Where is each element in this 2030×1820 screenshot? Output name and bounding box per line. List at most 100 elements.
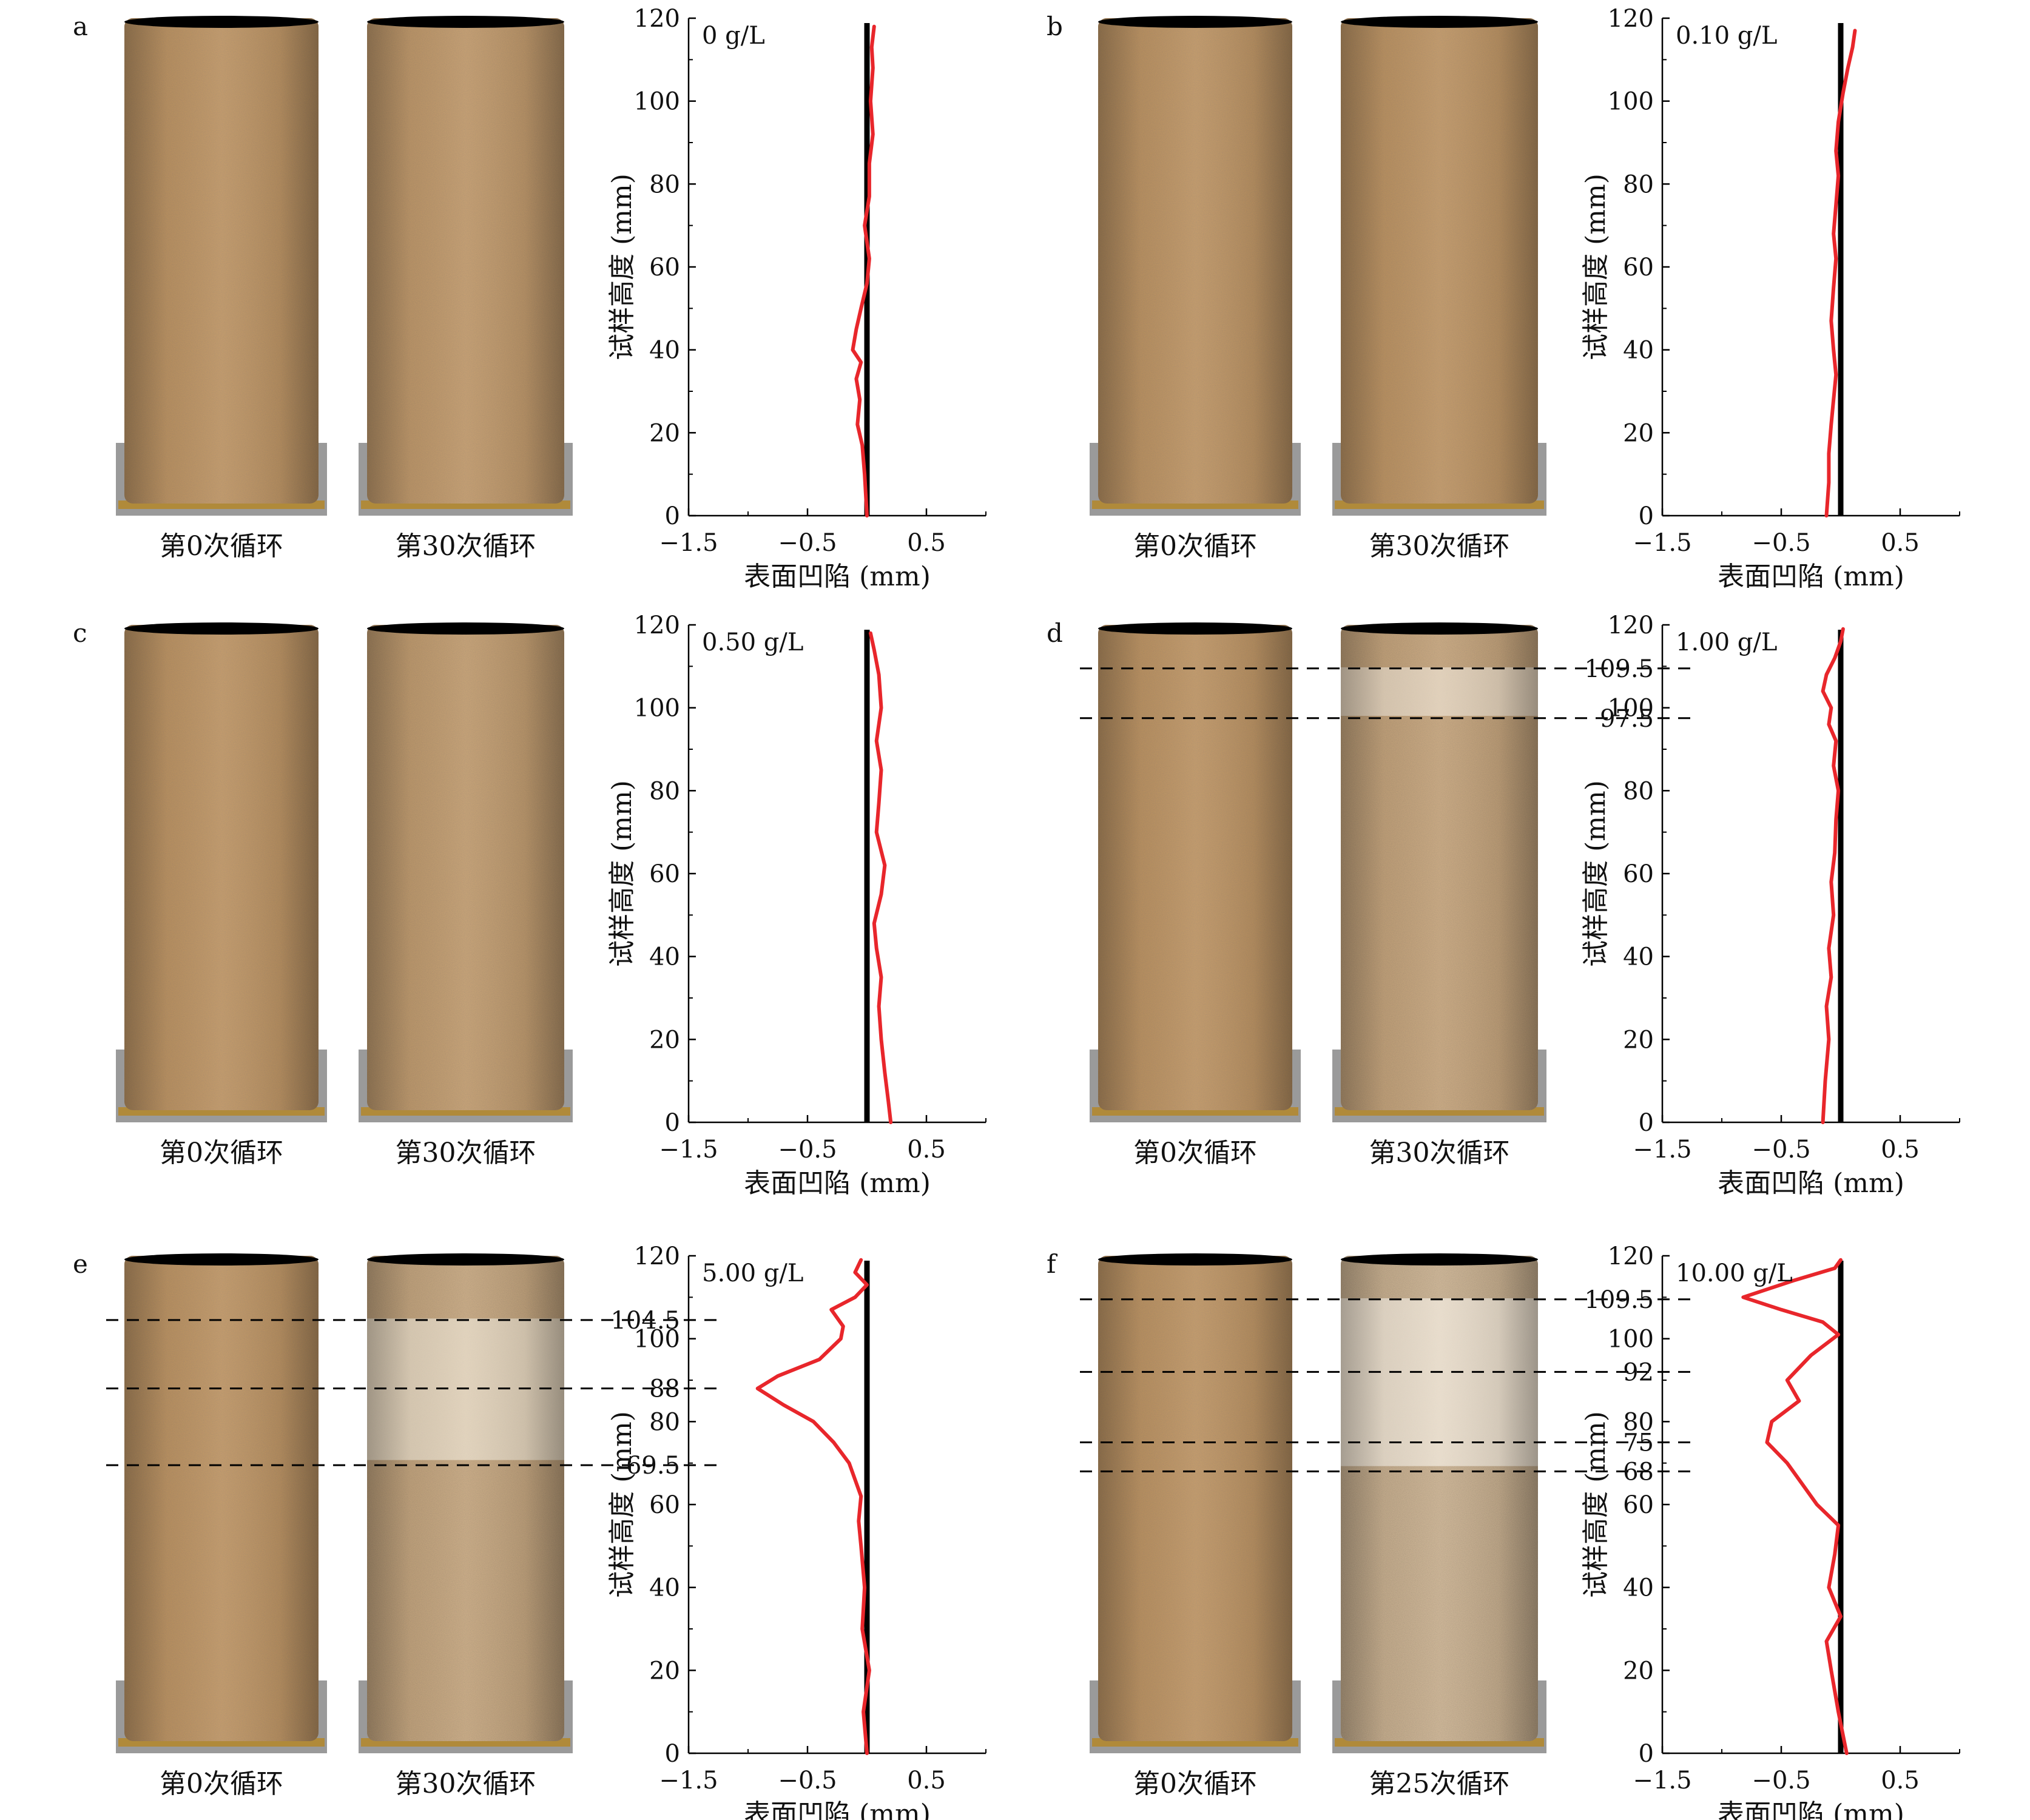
y-tick-label: 60	[1623, 254, 1654, 281]
y-tick-label: 100	[1608, 88, 1654, 116]
sample-caption-before: 第0次循环	[160, 1138, 283, 1168]
sample-top-rim	[367, 622, 564, 635]
surface-depression-profile	[1821, 627, 1845, 1124]
x-axis-title: 表面凹陷 (mm)	[744, 1168, 931, 1199]
y-tick-label: 80	[649, 170, 680, 198]
sample-photo-before: 第0次循环	[116, 16, 327, 562]
profile-chart-a: 0 20 40 60 80 100 120 −1.5 −0.5 0.5 0 g/L 表面凹陷 (mm)…	[607, 5, 986, 592]
sample-top-rim	[1341, 1253, 1538, 1266]
y-tick-label: 40	[649, 1574, 680, 1602]
sample-photo-after: 第30次循环	[359, 1253, 573, 1799]
marker-height-label: 97.5	[1600, 705, 1654, 733]
y-tick-label: 0	[665, 1109, 680, 1137]
x-tick-label: 0.5	[907, 1136, 946, 1164]
sample-caption-before: 第0次循环	[1133, 531, 1257, 562]
x-axis-title: 表面凹陷 (mm)	[1718, 561, 1904, 592]
sample-cylinder-shading	[1098, 1256, 1292, 1741]
y-tick-label: 0	[1639, 502, 1654, 530]
profile-chart-c: 0 20 40 60 80 100 120 −1.5 −0.5 0.5 0.50 g/L 表面凹陷 (…	[607, 612, 986, 1199]
sample-photo-before: 第0次循环	[116, 1253, 327, 1799]
sample-photo-before: 第0次循环	[1090, 16, 1301, 562]
y-tick-label: 120	[634, 612, 680, 639]
y-tick-label: 0	[1639, 1740, 1654, 1768]
y-tick-label: 40	[1623, 943, 1654, 971]
sample-cylinder-shading	[1341, 18, 1538, 504]
panel-b: b 第0次循环 第30次循环 0 20 40 60 80 100 120 −1.5 −0.5 0.5 0.…	[1047, 5, 1960, 592]
surface-depression-profile	[851, 24, 876, 517]
sample-photo-before: 第0次循环	[1090, 1253, 1301, 1799]
sample-caption-after: 第30次循环	[396, 1138, 536, 1168]
sample-cylinder-shading	[367, 625, 564, 1110]
y-tick-label: 20	[649, 419, 680, 447]
y-tick-label: 40	[649, 943, 680, 971]
sample-caption-before: 第0次循环	[160, 1768, 283, 1799]
y-tick-label: 0	[665, 502, 680, 530]
panel-f: f 第0次循环 第25次循环 0 20 40 60 80 100 120 −1.5 −0.5 0.5 10…	[1047, 1242, 1960, 1820]
sample-photo-after: 第30次循环	[1332, 622, 1546, 1168]
sample-cylinder-shading	[1098, 18, 1292, 504]
panel-letter: e	[73, 1249, 88, 1279]
marker-height-label: 75	[1623, 1429, 1654, 1457]
x-tick-label: −1.5	[1633, 1767, 1691, 1795]
y-tick-label: 80	[1623, 170, 1654, 198]
sample-top-rim	[1341, 622, 1538, 635]
sample-cylinder-shading	[124, 1256, 319, 1741]
y-tick-label: 80	[649, 1408, 680, 1436]
sample-top-rim	[124, 16, 319, 28]
y-tick-label: 20	[1623, 1026, 1654, 1054]
x-tick-label: 0.5	[1881, 1767, 1920, 1795]
x-tick-label: −0.5	[778, 1767, 837, 1795]
sample-cylinder-shading	[124, 18, 319, 504]
concentration-label: 5.00 g/L	[702, 1259, 803, 1287]
y-tick-label: 60	[1623, 1491, 1654, 1519]
x-axis-title: 表面凹陷 (mm)	[744, 561, 931, 592]
y-tick-label: 40	[649, 337, 680, 365]
y-tick-label: 120	[1608, 1242, 1654, 1270]
marker-height-label: 68	[1623, 1458, 1654, 1486]
panel-letter: b	[1047, 12, 1063, 41]
sample-top-rim	[1098, 1253, 1292, 1266]
y-tick-label: 60	[649, 860, 680, 888]
sample-cylinder-shading	[124, 625, 319, 1110]
panel-c: c 第0次循环 第30次循环 0 20 40 60 80 100 120 −1.5 −0.5 0.5 0.…	[73, 612, 986, 1199]
sample-caption-after: 第25次循环	[1369, 1768, 1510, 1799]
sample-caption-before: 第0次循环	[160, 531, 283, 562]
y-tick-label: 120	[634, 1242, 680, 1270]
x-tick-label: −0.5	[778, 1136, 837, 1164]
y-tick-label: 0	[665, 1740, 680, 1768]
sample-top-rim	[124, 1253, 319, 1266]
x-tick-label: −0.5	[778, 529, 837, 557]
sample-cylinder-shading	[1341, 1256, 1538, 1741]
x-tick-label: 0.5	[907, 529, 946, 557]
concentration-label: 1.00 g/L	[1676, 629, 1777, 656]
concentration-label: 0 g/L	[702, 22, 765, 50]
sample-caption-after: 第30次循环	[396, 1768, 536, 1799]
y-tick-label: 80	[649, 777, 680, 805]
surface-depression-profile	[755, 1258, 871, 1755]
x-tick-label: −0.5	[1752, 529, 1810, 557]
sample-cylinder-shading	[367, 18, 564, 504]
y-axis-title: 试样高度 (mm)	[607, 174, 638, 360]
sample-cylinder-shading	[1098, 625, 1292, 1110]
surface-depression-profile	[1824, 29, 1857, 517]
y-tick-label: 100	[634, 1326, 680, 1353]
y-axis-title: 试样高度 (mm)	[607, 1411, 638, 1598]
sample-photo-after: 第30次循环	[359, 16, 573, 562]
sample-top-rim	[1341, 16, 1538, 28]
profile-chart-d: 0 20 40 60 80 100 120 −1.5 −0.5 0.5 109.5 97.5 1.00 …	[1080, 612, 1960, 1199]
y-tick-label: 120	[1608, 5, 1654, 33]
y-tick-label: 0	[1639, 1109, 1654, 1137]
sample-cylinder-shading	[367, 1256, 564, 1741]
concentration-label: 10.00 g/L	[1676, 1259, 1793, 1287]
x-tick-label: −0.5	[1752, 1767, 1810, 1795]
x-tick-label: −1.5	[1633, 529, 1691, 557]
concentration-label: 0.10 g/L	[1676, 22, 1777, 50]
sample-top-rim	[367, 1253, 564, 1266]
sample-photo-after: 第25次循环	[1332, 1253, 1546, 1799]
x-tick-label: −0.5	[1752, 1136, 1810, 1164]
y-axis-title: 试样高度 (mm)	[607, 780, 638, 967]
y-tick-label: 60	[649, 254, 680, 281]
marker-height-label: 104.5	[610, 1307, 680, 1335]
